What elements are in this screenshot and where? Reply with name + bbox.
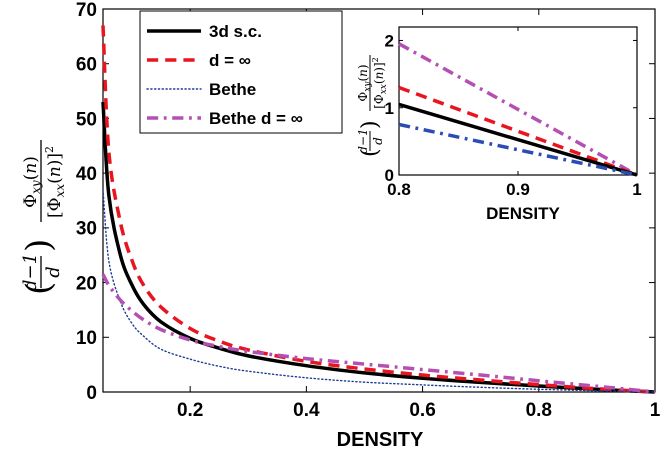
legend-label: 3d s.c.	[209, 22, 262, 41]
inset-chart: 0.8 0.9 1 0 1 2 DENSITY ( d−1 d ) Φxy(n) [Φx…	[356, 26, 642, 223]
main-y-tick-label: 10	[76, 328, 97, 349]
inset-x-tick-label: 0.9	[506, 180, 530, 199]
inset-x-tick-label: 0.8	[387, 180, 411, 199]
main-y-tick-label: 40	[76, 164, 97, 185]
legend-label: Bethe d = ∞	[209, 109, 303, 128]
svg-text:Φxy(n): Φxy(n)	[21, 156, 43, 208]
inset-series-group	[398, 42, 638, 177]
inset-y-tick-label: 2	[385, 32, 394, 51]
main-x-tick-label: 0.4	[293, 400, 320, 421]
svg-text:Φxy(n): Φxy(n)	[356, 64, 373, 101]
main-series-line-d	[101, 25, 656, 394]
inset-y-axis-label: ( d−1 d ) Φxy(n) [Φxx(n)]2	[356, 55, 389, 157]
main-x-tick-label: 0.8	[526, 400, 552, 421]
main-series-group	[101, 25, 656, 394]
main-y-tick-label: 60	[76, 55, 97, 76]
svg-text:d: d	[43, 266, 64, 278]
svg-text:(: (	[19, 282, 59, 295]
svg-text:[Φxx(n)]2: [Φxx(n)]2	[371, 57, 389, 109]
main-x-tick-label: 0.6	[409, 400, 435, 421]
inset-series-line-d	[398, 85, 638, 177]
svg-text:(: (	[358, 148, 383, 157]
inset-series-line-3d-s-c	[398, 102, 638, 177]
main-y-axis-label: ( d−1 d ) Φxy(n) [Φxx(n)]2	[19, 140, 67, 295]
inset-x-tick-label: 1	[632, 180, 641, 199]
svg-text:[Φxx(n)]2: [Φxx(n)]2	[43, 146, 67, 218]
inset-x-axis-label: DENSITY	[486, 204, 560, 223]
inset-series-line-bethe	[398, 122, 638, 177]
svg-text:d−1: d−1	[20, 253, 41, 291]
inset-y-tick-label: 0	[385, 166, 394, 185]
svg-text:d−1: d−1	[356, 128, 370, 153]
main-y-tick-label: 30	[76, 219, 97, 240]
main-x-axis-label: DENSITY	[337, 429, 424, 451]
main-series-line-bethe	[102, 188, 656, 393]
main-series-line-3d-s-c	[101, 101, 656, 394]
svg-text:d: d	[371, 137, 385, 145]
main-y-tick-label: 70	[76, 0, 97, 21]
main-y-tick-label: 0	[86, 383, 97, 404]
main-y-tick-label: 20	[76, 273, 97, 294]
inset-y-tick-label: 1	[385, 99, 394, 118]
inset-series-line-bethe-d	[398, 42, 638, 177]
main-series-line-bethe-d	[101, 273, 656, 394]
main-x-ticks: 0.2 0.4 0.6 0.8 1	[177, 9, 661, 421]
legend-label: Bethe	[209, 80, 256, 99]
svg-text:): )	[19, 239, 59, 252]
legend: 3d s.c. d = ∞ Bethe Bethe d = ∞	[139, 10, 343, 134]
main-x-tick-label: 0.2	[177, 400, 203, 421]
inset-x-ticks: 0.8 0.9 1	[387, 27, 642, 199]
main-y-tick-label: 50	[76, 109, 97, 130]
svg-text:): )	[358, 120, 383, 129]
main-x-tick-label: 1	[650, 400, 661, 421]
legend-label: d = ∞	[209, 51, 251, 70]
